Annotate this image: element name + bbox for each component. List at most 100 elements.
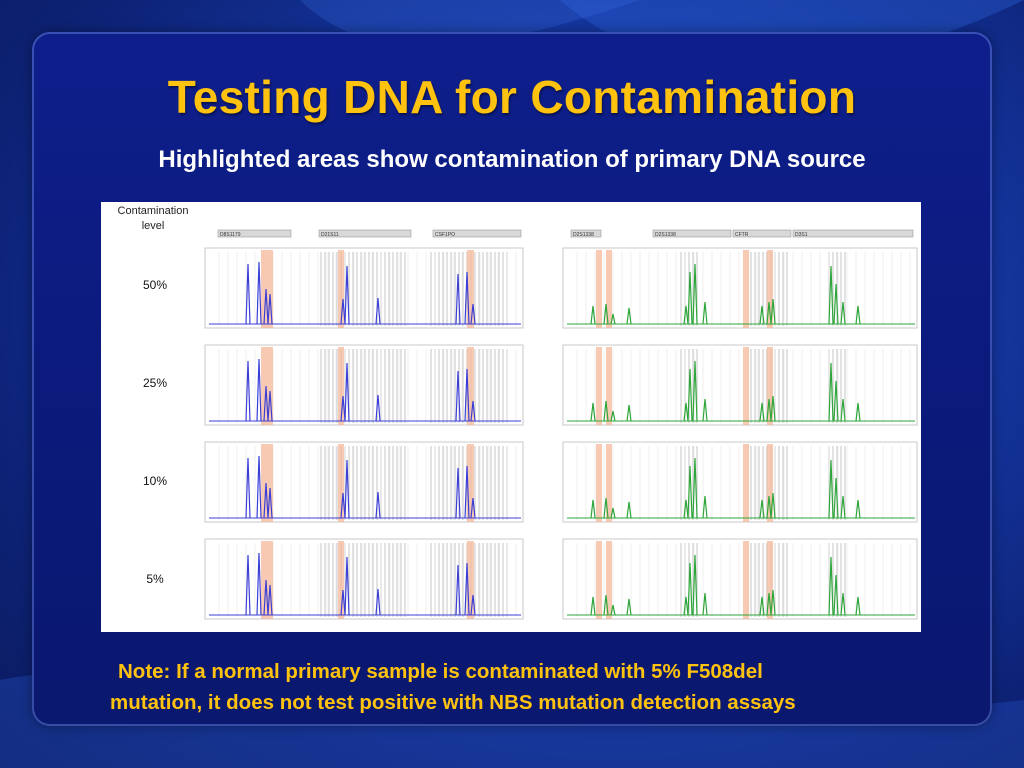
trace-frame-right [562,344,918,426]
marker-label-right: D2S1338 [573,232,594,238]
peak-left [245,554,251,616]
level-label-25: 25% [142,376,168,390]
peak-right [692,263,698,325]
peak-right [766,398,772,422]
contamination-highlight [606,250,612,328]
contamination-level-header: Contamination level [109,204,197,234]
contamination-highlight [606,541,612,619]
peak-left [340,395,346,422]
peak-right [683,402,689,422]
peak-right [692,554,698,616]
peak-right [702,592,708,616]
peak-right [828,556,834,616]
peak-left [256,358,262,422]
marker-label-left: D8S1179 [220,232,241,238]
marker-bar-right [570,229,602,238]
marker-label-left: D21S11 [321,232,339,238]
trace-frame-right [562,247,918,329]
peak-left [340,492,346,519]
peak-left [263,579,269,616]
peak-right [840,398,846,422]
marker-bar-left [432,229,522,238]
peak-right [855,596,861,616]
peak-right [840,592,846,616]
peak-right [603,497,609,519]
trace-frame-right [562,441,918,523]
peak-left [340,589,346,616]
peak-right [759,499,765,519]
peak-left [375,588,381,616]
peak-left [340,298,346,325]
note-text: Note: If a normal primary sample is cont… [110,656,990,718]
peak-right [702,301,708,325]
note-line-1: Note: If a normal primary sample is cont… [118,660,763,683]
peak-left [344,362,350,422]
peak-right [855,402,861,422]
peak-left [263,385,269,422]
peak-left [470,303,476,325]
peak-right [833,283,839,325]
peak-right [692,457,698,519]
peak-right [626,307,632,325]
peak-right [759,305,765,325]
contamination-highlight [338,444,344,522]
peak-left [267,487,273,519]
header-line-2: level [141,220,165,232]
slide-title: Testing DNA for Contamination [167,71,857,123]
peak-right [770,589,776,616]
contamination-highlight [338,347,344,425]
peak-left [267,390,273,422]
peak-right [603,400,609,422]
peak-right [770,395,776,422]
peak-left [464,465,470,519]
contamination-highlight [767,250,773,328]
contamination-highlight [338,250,344,328]
peak-right [855,499,861,519]
contamination-highlight [261,444,273,522]
peak-right [828,265,834,325]
peak-right [626,598,632,616]
slide-subtitle: Highlighted areas show contamination of … [158,146,866,173]
contamination-highlight [467,347,474,425]
peak-left [267,584,273,616]
level-label-5: 5% [146,572,164,586]
peak-left [256,261,262,325]
level-label-10: 10% [142,474,168,488]
peak-left [256,455,262,519]
contamination-highlight [596,250,602,328]
peak-left [245,360,251,422]
peak-left [344,459,350,519]
peak-left [455,273,461,325]
peak-right [840,301,846,325]
electropherogram-traces: D8S1179 D21S11 CSF1PO D2S1338 D2S1338 CFTR D3S… [204,229,918,620]
peak-right [683,596,689,616]
marker-label-right: D3S1 [795,232,808,238]
marker-bar-right [792,229,914,238]
contamination-highlight [261,541,273,619]
peak-right [770,298,776,325]
header-line-1: Contamination [117,205,189,217]
peak-right [626,501,632,519]
contamination-highlight [606,347,612,425]
peak-left [375,394,381,422]
peak-right [590,305,596,325]
peak-right [833,380,839,422]
contamination-highlight [467,250,474,328]
peak-right [610,313,616,325]
peak-left [344,556,350,616]
peak-right [603,594,609,616]
peak-right [828,362,834,422]
peak-left [375,491,381,519]
peak-right [702,398,708,422]
peak-left [263,482,269,519]
peak-left [267,293,273,325]
contamination-highlight [606,444,612,522]
peak-right [590,596,596,616]
peak-left [464,368,470,422]
peak-right [687,368,693,422]
marker-bar-left [318,229,412,238]
peak-left [470,594,476,616]
contamination-highlight [467,541,474,619]
peak-left [455,370,461,422]
contamination-highlight [261,347,273,425]
